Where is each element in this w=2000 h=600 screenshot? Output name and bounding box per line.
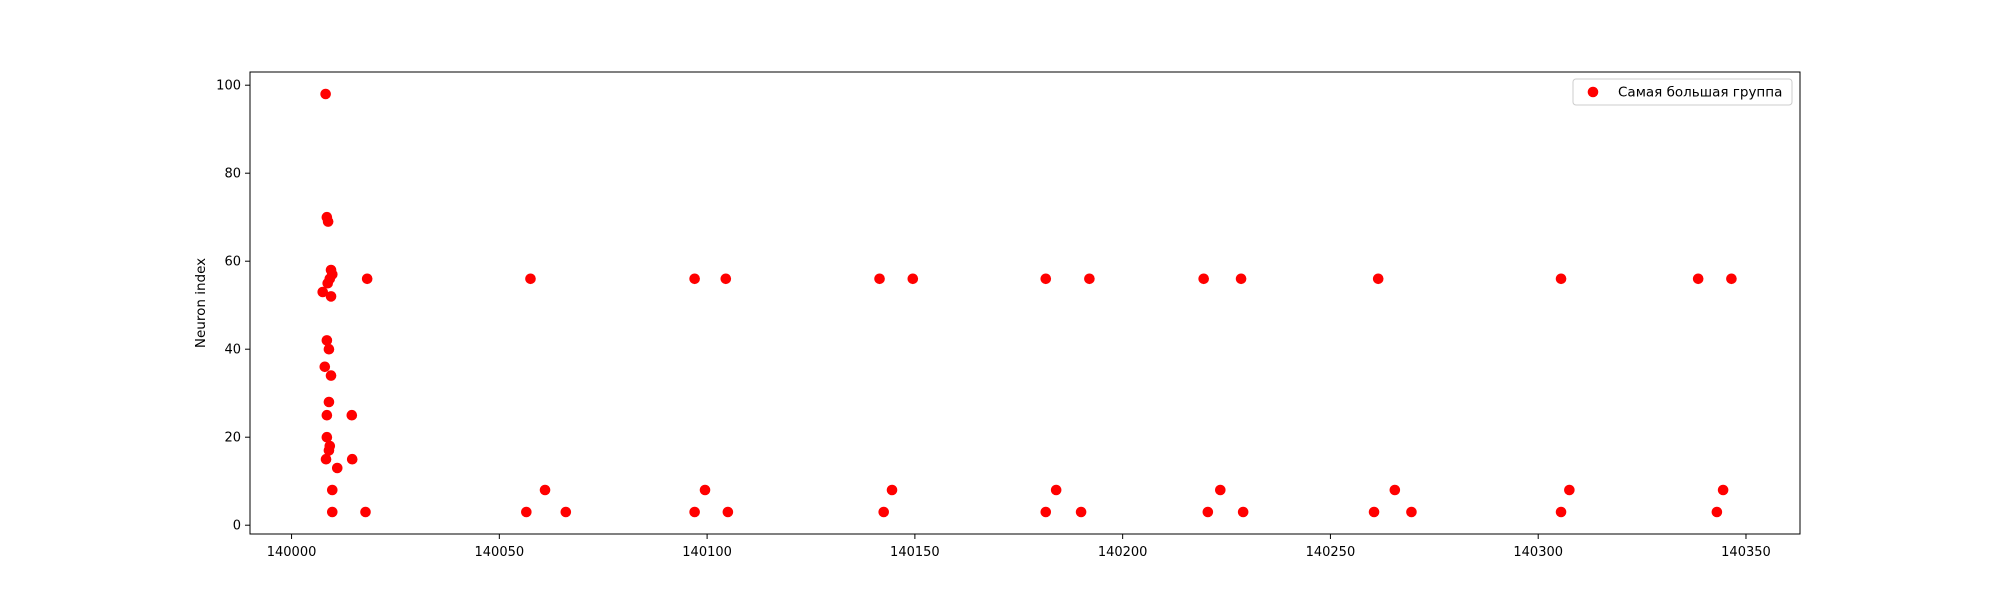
data-point xyxy=(1389,484,1401,496)
legend-marker xyxy=(1587,86,1599,98)
legend-box xyxy=(1572,78,1793,106)
data-points xyxy=(317,88,1737,518)
data-point xyxy=(1075,506,1087,518)
data-point xyxy=(1040,506,1052,518)
y-tick-label: 40 xyxy=(224,343,241,358)
data-point xyxy=(322,216,334,227)
data-point xyxy=(346,453,358,465)
data-point xyxy=(326,506,338,518)
data-point xyxy=(1711,506,1723,518)
x-tick-label: 140200 xyxy=(1098,545,1148,560)
data-point xyxy=(323,343,335,355)
data-point xyxy=(1368,506,1380,518)
data-point xyxy=(1564,484,1575,496)
data-point xyxy=(1692,273,1704,285)
data-point xyxy=(321,335,333,346)
x-axis: 140000 140050 140100 140150 140200 140250 1403… xyxy=(267,534,1771,560)
plot-area xyxy=(249,71,1801,535)
data-point xyxy=(325,291,337,302)
data-point xyxy=(689,506,700,518)
data-point xyxy=(720,273,732,285)
data-point xyxy=(539,484,551,496)
data-point xyxy=(560,506,572,518)
data-point xyxy=(699,484,711,496)
x-tick-label: 140000 xyxy=(267,545,317,560)
data-point xyxy=(1050,484,1062,496)
data-point xyxy=(1726,273,1737,285)
data-point xyxy=(320,453,332,465)
data-point xyxy=(878,506,890,518)
data-point xyxy=(1717,484,1729,496)
data-point xyxy=(1235,273,1247,285)
data-point xyxy=(323,445,335,456)
x-tick-label: 140050 xyxy=(475,545,525,560)
data-point xyxy=(525,273,536,285)
x-tick-label: 140350 xyxy=(1721,545,1771,560)
y-tick-label: 80 xyxy=(224,167,241,182)
data-point xyxy=(319,361,331,373)
data-point xyxy=(1202,506,1214,518)
data-point xyxy=(886,484,898,496)
data-point xyxy=(1040,273,1052,285)
data-point xyxy=(1555,273,1567,285)
x-tick-label: 140150 xyxy=(890,545,940,560)
data-point xyxy=(323,396,335,408)
y-axis-label: Neuron index xyxy=(193,258,209,348)
data-point xyxy=(322,277,334,289)
data-point xyxy=(320,88,331,100)
data-point xyxy=(1406,506,1417,518)
data-point xyxy=(321,431,333,443)
data-point xyxy=(874,273,885,285)
y-tick-label: 60 xyxy=(224,255,241,270)
y-tick-label: 20 xyxy=(224,431,241,446)
data-point xyxy=(1372,273,1384,285)
data-point xyxy=(325,370,337,381)
x-tick-label: 140300 xyxy=(1513,545,1563,560)
data-point xyxy=(1084,273,1095,285)
y-tick-label: 100 xyxy=(216,79,241,94)
data-point xyxy=(326,484,338,496)
legend: Самая большая группа xyxy=(1572,78,1793,106)
y-tick-label: 0 xyxy=(233,519,241,534)
data-point xyxy=(521,506,532,518)
data-point xyxy=(346,409,358,421)
data-point xyxy=(1215,484,1226,496)
data-point xyxy=(317,286,329,298)
data-point xyxy=(1198,273,1209,285)
data-point xyxy=(1237,506,1249,518)
data-point xyxy=(360,506,371,518)
legend-label: Самая большая группа xyxy=(1618,85,1782,101)
data-point xyxy=(321,409,333,421)
y-axis: 0 20 40 60 80 100 xyxy=(216,79,250,534)
data-point xyxy=(722,506,734,518)
data-point xyxy=(1555,506,1567,518)
data-point xyxy=(361,273,373,285)
data-point xyxy=(689,273,700,285)
data-point xyxy=(907,273,919,285)
x-tick-label: 140250 xyxy=(1306,545,1356,560)
x-tick-label: 140100 xyxy=(682,545,732,560)
data-point xyxy=(331,462,343,474)
